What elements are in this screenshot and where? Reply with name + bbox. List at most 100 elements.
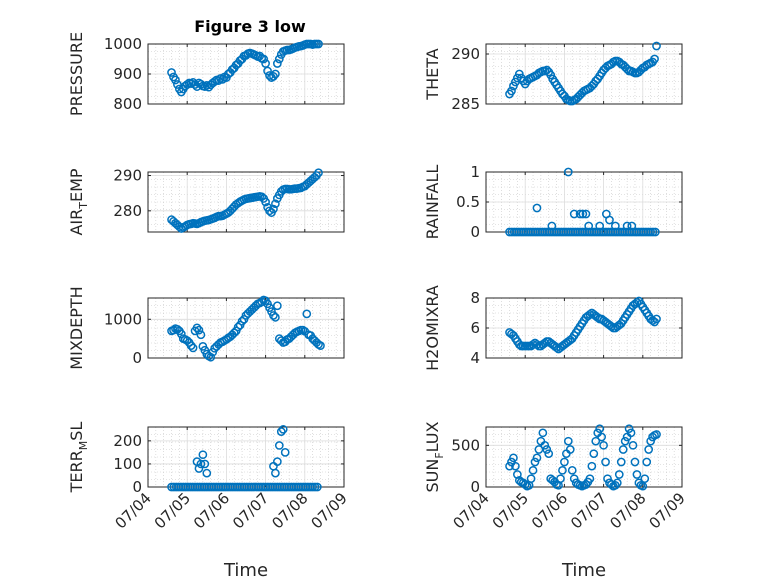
y-axis-label: PRESSURE: [67, 32, 86, 116]
data-point: [528, 340, 538, 349]
data-point: [563, 436, 573, 446]
subplot-mixdepth: 0 1000 MIXDEPTH: [67, 286, 345, 370]
data-point: [652, 430, 661, 439]
data-point: [560, 457, 569, 467]
data-point: [198, 450, 208, 460]
subplot-theta: 285 290 THETA: [423, 41, 683, 113]
data-point: [556, 474, 565, 484]
data-point: [581, 209, 591, 219]
data-point: [229, 328, 239, 338]
data-point: [563, 167, 573, 177]
data-point: [603, 474, 612, 484]
y-tick-label: 0: [470, 223, 480, 241]
data-point: [206, 352, 216, 362]
x-tick-label: 07/05: [489, 489, 532, 532]
data-point: [627, 221, 637, 231]
y-axis-label-subscript: T: [77, 202, 90, 210]
data-point: [567, 465, 577, 475]
data-point: [271, 69, 280, 79]
data-point: [173, 80, 182, 89]
subplot-rainfall: 0 0.5 1 RAINFALL: [423, 163, 683, 241]
data-point: [274, 441, 284, 450]
y-tick-label: 900: [113, 65, 142, 83]
y-axis-label-subscript: M: [77, 441, 90, 451]
data-point: [171, 75, 180, 85]
data-point: [597, 432, 606, 442]
x-tick-label: 07/08: [606, 489, 649, 532]
y-axis-label-suffix: LUX: [423, 421, 442, 452]
data-point: [276, 336, 286, 345]
y-tick-label: 1: [470, 163, 480, 181]
data-point: [273, 59, 282, 68]
data-point: [259, 54, 268, 64]
y-tick-label: 0: [132, 478, 142, 496]
x-tick-label: 07/09: [308, 489, 351, 532]
data-point: [650, 54, 659, 64]
data-point: [271, 313, 280, 322]
data-point: [532, 340, 542, 349]
data-point: [526, 474, 536, 484]
x-tick-label: 07/09: [646, 489, 689, 532]
data-point: [237, 316, 247, 326]
data-point: [530, 457, 540, 467]
data-point: [607, 480, 616, 489]
y-axis-label-main: H2OMIXRA: [423, 285, 442, 371]
data-point: [233, 322, 243, 332]
y-tick-label: 500: [451, 436, 480, 454]
data-point: [188, 343, 198, 353]
data-point: [312, 482, 322, 492]
y-axis-label-main: AIR: [67, 209, 86, 236]
y-tick-label: 285: [451, 95, 480, 113]
data-point: [630, 457, 640, 467]
data-point: [511, 461, 520, 471]
data-point: [611, 480, 620, 490]
data-point: [532, 453, 542, 463]
y-tick-label: 290: [113, 167, 142, 185]
data-point: [646, 436, 655, 446]
y-tick-label: 200: [113, 432, 142, 450]
y-axis-label-suffix: EMP: [67, 168, 86, 202]
x-tick-label: 07/08: [268, 489, 311, 532]
data-point: [581, 480, 591, 489]
y-axis-label: TERRMSL: [67, 422, 90, 494]
x-tick-label: 07/07: [229, 489, 272, 532]
data-point: [190, 80, 200, 89]
data-series: [505, 424, 661, 491]
x-tick-label: 07/05: [151, 489, 194, 532]
axes-frame: [147, 297, 345, 359]
data-point: [585, 474, 595, 484]
data-point: [612, 478, 622, 488]
y-tick-label: 100: [113, 455, 142, 473]
data-point: [584, 221, 594, 231]
subplot-h2omixra: 4 6 8 H2OMIXRA: [423, 285, 683, 371]
data-point: [616, 457, 626, 467]
y-axis-label-main: PRESSURE: [67, 32, 86, 116]
y-tick-label: 6: [470, 319, 480, 337]
data-point: [200, 459, 210, 469]
data-point: [626, 428, 636, 438]
data-point: [520, 480, 530, 489]
data-point: [265, 71, 274, 80]
data-point: [575, 209, 585, 219]
data-point: [591, 436, 601, 446]
y-tick-label: 0: [132, 349, 142, 367]
data-point: [532, 203, 542, 213]
x-tick-label: 07/06: [528, 489, 571, 532]
data-series: [505, 167, 660, 237]
data-point: [620, 436, 630, 446]
data-point: [271, 468, 280, 478]
data-point: [652, 41, 661, 51]
subplot-sunflux: 07/0407/0507/0607/0707/0807/090500SUNFLU…: [423, 421, 689, 581]
data-series: [167, 424, 322, 492]
data-point: [587, 461, 597, 471]
y-axis-label: AIRTEMP: [67, 168, 90, 235]
data-point: [595, 221, 605, 231]
data-point: [601, 457, 610, 467]
data-point: [638, 481, 648, 491]
data-point: [640, 474, 650, 484]
data-point: [652, 314, 661, 324]
data-point: [196, 459, 206, 469]
data-point: [628, 440, 638, 450]
